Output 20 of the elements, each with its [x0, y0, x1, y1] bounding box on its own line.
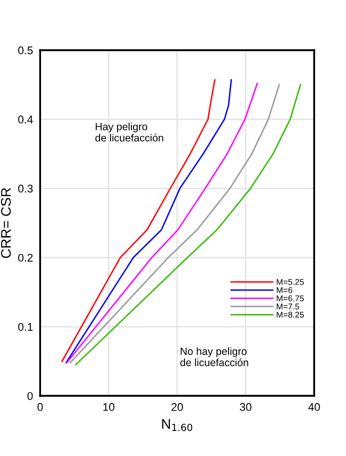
annotation: Hay peligro de licuefacción [95, 122, 164, 142]
x-tick-label: 0 [37, 403, 43, 411]
legend-label: M=8.25 [276, 312, 304, 318]
x-tick-label: 20 [172, 403, 183, 411]
y-axis-title: CRR= CSR [1, 188, 11, 258]
x-axis-title: N$_{1.60}$ [162, 419, 192, 432]
y-tick-label: 0.1 [18, 322, 33, 331]
annotation: No hay peligro de licuefacción [180, 347, 248, 366]
y-tick-label: 0.2 [18, 254, 33, 262]
legend-label: M=6.75 [276, 295, 304, 302]
y-tick-label: 0 [27, 392, 33, 400]
legend-label: M=5.25 [276, 278, 304, 285]
x-tick-label: 30 [240, 403, 252, 411]
x-tick-label: 40 [308, 403, 320, 411]
legend-label: M=7.5 [276, 304, 300, 310]
y-tick-label: 0.5 [18, 46, 33, 54]
y-tick-label: 0.3 [18, 184, 33, 193]
legend-label: M=6 [276, 287, 292, 294]
y-tick-label: 0.4 [18, 116, 33, 124]
x-tick-label: 10 [103, 403, 114, 411]
